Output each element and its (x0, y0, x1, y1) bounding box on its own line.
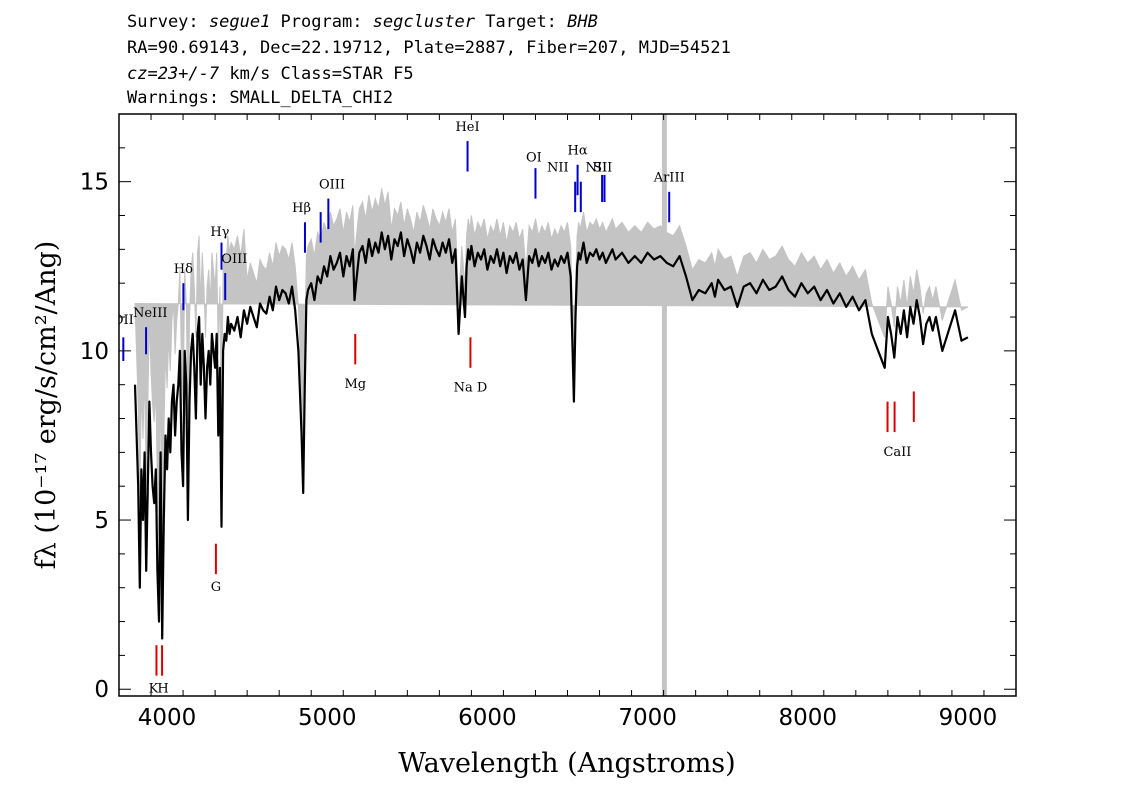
line-label-oiii: OIII (319, 177, 345, 192)
y-axis-title: fλ (10⁻¹⁷ erg/s/cm²/Ang) (31, 241, 62, 570)
header-line-survey: Survey: segue1 Program: segcluster Targe… (127, 12, 598, 32)
program-value: segcluster (372, 12, 476, 32)
line-label-nad: Na D (454, 380, 488, 395)
plot-frame (118, 113, 1017, 697)
line-label-h: Hβ (292, 201, 311, 216)
line-label-nii: NII (547, 161, 569, 176)
x-tick-label: 4000 (138, 705, 197, 731)
line-label-h: Hδ (174, 262, 193, 277)
line-marker-layer (122, 141, 915, 676)
x-axis-title: Wavelength (Angstroms) (398, 748, 735, 779)
flux-line-layer (133, 231, 969, 640)
x-tick-label: 9000 (939, 705, 998, 731)
header-line-redshift: cz=23+/-7 km/s Class=STAR F5 (127, 64, 414, 84)
line-label-neiii: NeIII (133, 306, 167, 321)
class-text: km/s Class=STAR F5 (219, 64, 414, 84)
line-label-g: G (211, 580, 221, 595)
line-label-sii: SII (593, 161, 612, 176)
line-label-h: Hγ (210, 225, 229, 240)
error-band (134, 188, 969, 558)
y-tick-label: 0 (94, 677, 109, 703)
x-tick-label: 7000 (618, 705, 677, 731)
line-label-caii: CaII (883, 445, 911, 460)
program-label: Program: (270, 12, 373, 32)
x-tick-label: 5000 (298, 705, 357, 731)
header-line-coordinates: RA=90.69143, Dec=22.19712, Plate=2887, F… (127, 38, 731, 58)
axis-ticks-layer: 4000 5000 6000 7000 8000 9000 0 5 10 15 (80, 113, 1017, 731)
x-tick-label: 8000 (778, 705, 837, 731)
y-tick-label: 10 (80, 339, 109, 365)
line-label-layer: OII NeIIIHδHγOIIIHβOIIIHeIOINIIHαNIISIIAr… (113, 120, 911, 697)
line-label-h: H (157, 682, 168, 697)
line-label-oii: OII (113, 313, 134, 328)
cz-value: cz=23+/-7 (127, 64, 220, 84)
y-tick-label: 15 (80, 170, 109, 196)
header-line-warnings: Warnings: SMALL_DELTA_CHI2 (127, 88, 394, 108)
line-label-nii: NII (586, 161, 608, 176)
line-label-h: Hα (568, 144, 588, 159)
flux-series-line (133, 231, 969, 640)
survey-value: segue1 (208, 12, 271, 32)
line-label-mg: Mg (344, 377, 366, 392)
line-label-oi: OI (526, 150, 542, 165)
x-tick-label: 6000 (458, 705, 517, 731)
target-label: Target: (475, 12, 568, 32)
target-value: BHB (567, 12, 598, 32)
line-label-hei: HeI (455, 120, 479, 135)
y-tick-label: 5 (94, 508, 109, 534)
line-label-ariii: ArIII (653, 171, 685, 186)
line-label-oiii: OIII (221, 252, 247, 267)
line-label-k: K (149, 682, 159, 697)
survey-label: Survey: (127, 12, 209, 32)
error-band-layer (134, 188, 969, 558)
plot-border (118, 113, 1017, 697)
